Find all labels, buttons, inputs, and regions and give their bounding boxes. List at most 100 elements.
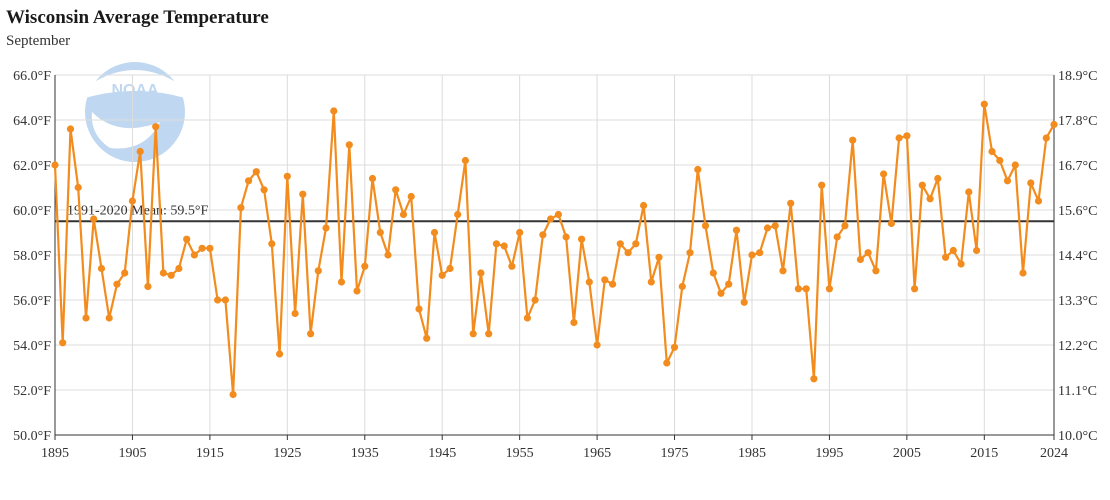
- data-point: [214, 296, 222, 304]
- data-point: [756, 249, 764, 257]
- data-point: [66, 125, 75, 133]
- data-point: [601, 276, 609, 284]
- data-point: [934, 174, 942, 183]
- y-tick-label-left: 62.0°F: [13, 159, 51, 174]
- data-point: [384, 251, 392, 259]
- data-point: [609, 280, 617, 288]
- data-point: [376, 228, 384, 237]
- noaa-logo-icon: NOAA: [85, 62, 185, 162]
- data-point: [175, 264, 183, 273]
- y-tick-label-left: 54.0°F: [13, 339, 51, 354]
- data-point: [694, 165, 702, 174]
- data-point: [539, 231, 547, 239]
- data-point: [183, 235, 191, 243]
- data-point: [895, 134, 903, 142]
- noaa-logo-text: NOAA: [111, 82, 159, 99]
- data-point: [345, 141, 353, 149]
- data-point: [980, 100, 988, 108]
- data-point: [469, 330, 477, 338]
- data-point: [283, 172, 291, 180]
- x-tick-label: 1935: [351, 446, 379, 461]
- y-tick-label-left: 52.0°F: [13, 384, 51, 399]
- data-point: [732, 226, 741, 234]
- data-point: [1034, 197, 1043, 205]
- data-point: [523, 314, 532, 322]
- data-point: [59, 339, 67, 347]
- data-point: [144, 282, 152, 291]
- data-point: [988, 147, 996, 156]
- x-tick-label: 1985: [738, 446, 766, 461]
- data-point: [113, 280, 121, 288]
- data-point: [725, 280, 733, 288]
- series-line: [53, 103, 1055, 396]
- y-tick-label-right: 17.8°C: [1058, 114, 1097, 129]
- data-point: [973, 246, 981, 255]
- data-point: [640, 201, 648, 210]
- y-tick-label-right: 14.4°C: [1058, 249, 1097, 264]
- data-point: [152, 123, 160, 131]
- data-point: [802, 285, 810, 293]
- data-point: [105, 314, 113, 322]
- data-point: [872, 267, 880, 275]
- data-point: [74, 183, 82, 192]
- data-point: [353, 287, 361, 295]
- data-point: [1003, 177, 1012, 185]
- data-point: [1050, 120, 1058, 129]
- data-point: [996, 156, 1004, 165]
- data-point: [810, 375, 818, 383]
- data-point: [128, 197, 136, 205]
- data-point: [678, 282, 686, 291]
- data-point: [82, 314, 90, 322]
- data-point: [562, 233, 570, 241]
- data-point: [632, 240, 640, 248]
- data-point: [392, 186, 400, 194]
- data-point: [368, 174, 377, 183]
- x-tick-label: 1965: [583, 446, 611, 461]
- data-point: [717, 289, 725, 297]
- data-point: [1019, 269, 1027, 277]
- data-point: [825, 285, 834, 293]
- data-point: [554, 210, 563, 219]
- y-tick-label-right: 15.6°C: [1058, 204, 1097, 219]
- data-point: [167, 271, 175, 279]
- x-tick-label: 2015: [970, 446, 998, 461]
- y-tick-label-left: 64.0°F: [13, 114, 51, 129]
- data-point: [957, 260, 965, 268]
- data-point: [252, 168, 260, 176]
- data-point: [740, 298, 748, 306]
- y-tick-label-right: 12.2°C: [1058, 339, 1097, 354]
- data-point: [880, 170, 888, 178]
- data-point: [276, 350, 284, 358]
- data-point: [438, 271, 446, 279]
- data-point: [833, 233, 841, 241]
- data-point: [903, 132, 911, 140]
- data-point: [1027, 179, 1035, 187]
- data-point: [268, 240, 276, 248]
- data-point: [307, 330, 315, 338]
- data-point: [461, 156, 469, 165]
- data-point: [361, 262, 369, 270]
- y-tick-label-right: 10.0°C: [1058, 429, 1097, 444]
- x-tick-label: 1955: [506, 446, 534, 461]
- data-point: [454, 210, 462, 219]
- y-tick-label-right: 16.7°C: [1058, 159, 1097, 174]
- y-tick-label-right: 18.9°C: [1058, 69, 1097, 84]
- data-point: [430, 228, 439, 237]
- data-point: [918, 181, 926, 189]
- data-point: [794, 285, 803, 293]
- data-point: [245, 177, 253, 185]
- data-point: [190, 251, 198, 259]
- data-point: [229, 390, 237, 399]
- y-tick-label-left: 58.0°F: [13, 249, 51, 264]
- data-point: [485, 330, 493, 338]
- data-point: [260, 186, 268, 194]
- y-tick-label-left: 56.0°F: [13, 294, 51, 309]
- data-point: [423, 334, 431, 342]
- data-point: [818, 181, 826, 189]
- data-point: [322, 224, 330, 232]
- data-point: [926, 195, 934, 203]
- x-tick-label: 1995: [815, 446, 843, 461]
- data-point: [585, 278, 593, 286]
- chart-subtitle: September: [6, 33, 71, 49]
